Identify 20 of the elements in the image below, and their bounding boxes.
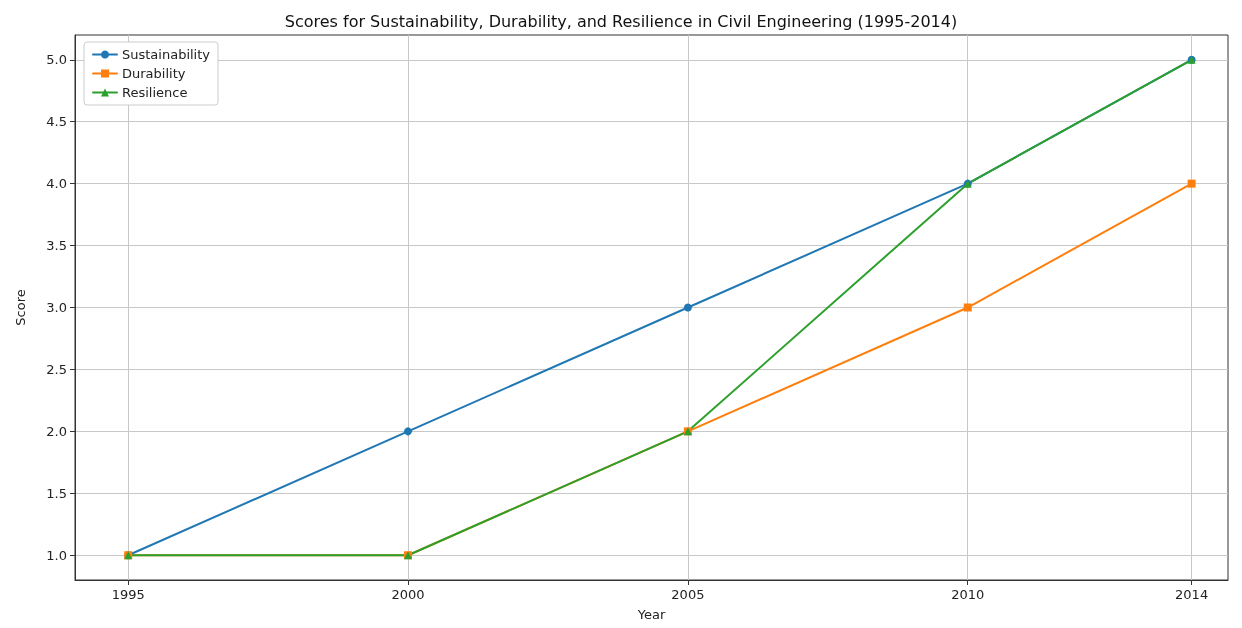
- x-tick-label: 2000: [391, 587, 425, 602]
- x-tick-label: 2010: [951, 587, 985, 602]
- x-tick-label: 1995: [111, 587, 145, 602]
- x-axis-title: Year: [636, 607, 666, 622]
- y-tick-label: 4.5: [46, 114, 67, 130]
- y-tick-label: 3.5: [46, 238, 67, 254]
- legend-label: Durability: [122, 66, 186, 81]
- y-tick-label: 3.0: [46, 300, 67, 315]
- y-tick-label: 5.0: [46, 52, 67, 68]
- y-tick-label: 1.0: [46, 547, 67, 563]
- x-tick-label: 2005: [671, 587, 705, 602]
- chart-title: Scores for Sustainability, Durability, and Resilience in Civil Engineering (1995-2014): [284, 11, 958, 31]
- y-tick-label: 1.5: [46, 485, 67, 501]
- legend-label: Resilience: [122, 85, 188, 100]
- legend-label: Sustainability: [122, 47, 211, 62]
- y-tick-label: 4.0: [46, 176, 67, 192]
- y-tick-label: 2.5: [46, 361, 67, 377]
- y-axis-title: Score: [13, 289, 28, 326]
- y-tick-label: 2.0: [46, 423, 67, 439]
- x-tick-label: 2014: [1175, 587, 1209, 602]
